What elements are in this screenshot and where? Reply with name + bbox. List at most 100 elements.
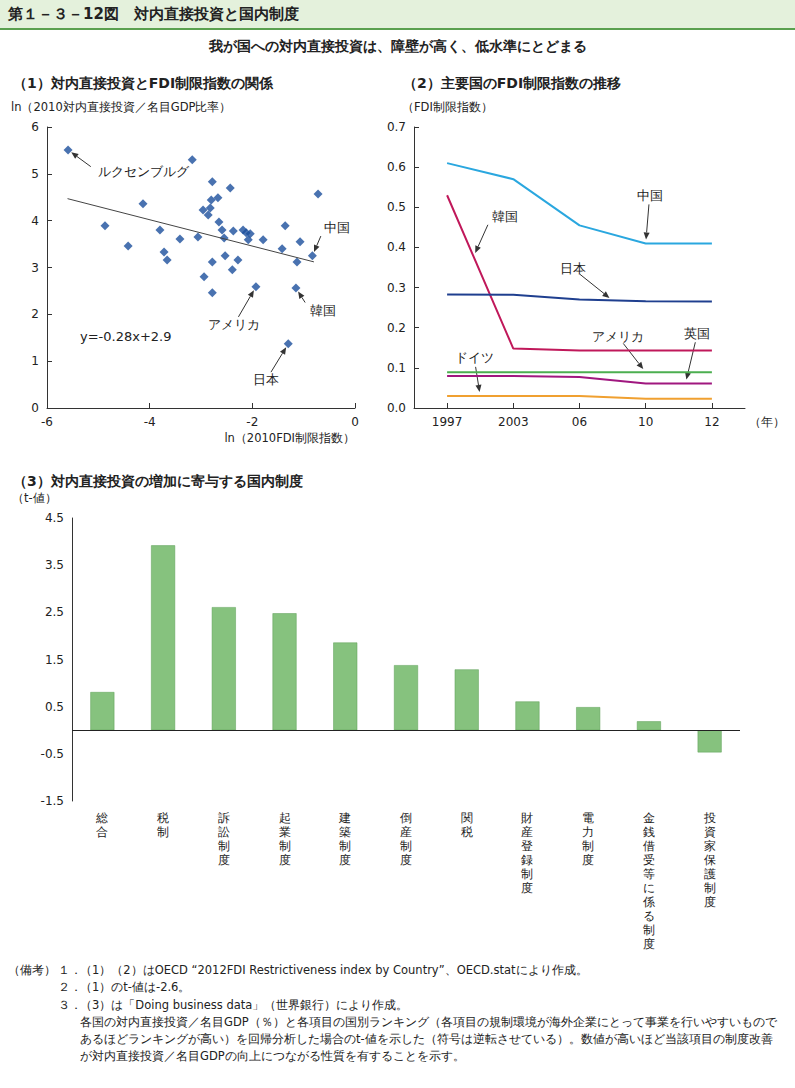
svg-text:-2: -2 (246, 415, 258, 429)
svg-text:ln（2010対内直接投資／名目GDP比率）: ln（2010対内直接投資／名目GDP比率） (11, 100, 231, 114)
svg-text:制: 制 (704, 881, 716, 895)
svg-text:10: 10 (638, 415, 653, 429)
svg-text:2.5: 2.5 (45, 605, 64, 619)
svg-text:関: 関 (461, 811, 473, 825)
svg-text:中国: 中国 (637, 188, 663, 203)
svg-text:度: 度 (582, 853, 594, 867)
svg-text:力: 力 (582, 825, 594, 839)
svg-text:5: 5 (31, 167, 39, 181)
svg-text:韓国: 韓国 (492, 209, 518, 224)
svg-text:2003: 2003 (498, 415, 529, 429)
svg-text:0.3: 0.3 (387, 281, 406, 295)
svg-text:訟: 訟 (218, 825, 230, 839)
svg-text:0.7: 0.7 (387, 120, 406, 134)
svg-text:ln（2010FDI制限指数）: ln（2010FDI制限指数） (224, 431, 355, 445)
svg-text:韓国: 韓国 (310, 303, 336, 318)
svg-text:制: 制 (157, 825, 169, 839)
svg-text:訴: 訴 (218, 811, 230, 825)
svg-text:1997: 1997 (432, 415, 463, 429)
svg-text:1.5: 1.5 (45, 653, 64, 667)
svg-text:制: 制 (643, 923, 655, 937)
svg-text:日本: 日本 (253, 372, 279, 387)
svg-text:アメリカ: アメリカ (592, 329, 644, 344)
svg-text:借: 借 (643, 839, 655, 853)
svg-text:（1）対内直接投資とFDI制限指数の関係: （1）対内直接投資とFDI制限指数の関係 (13, 75, 274, 91)
svg-text:総: 総 (95, 811, 108, 825)
svg-text:3.5: 3.5 (45, 558, 64, 572)
svg-text:中国: 中国 (324, 220, 350, 235)
svg-text:度: 度 (400, 853, 412, 867)
svg-text:度: 度 (521, 881, 533, 895)
svg-text:制: 制 (400, 839, 412, 853)
svg-text:護: 護 (704, 867, 716, 881)
svg-text:登: 登 (521, 839, 533, 853)
svg-text:06: 06 (572, 415, 587, 429)
svg-text:銭: 銭 (643, 825, 655, 839)
svg-text:受: 受 (643, 853, 655, 867)
svg-text:ルクセンブルグ: ルクセンブルグ (98, 164, 190, 179)
svg-text:度: 度 (339, 853, 351, 867)
svg-text:0.5: 0.5 (387, 200, 406, 214)
svg-text:産: 産 (521, 825, 533, 839)
svg-text:（t-値）: （t-値） (12, 491, 57, 505)
svg-text:家: 家 (704, 839, 716, 853)
svg-text:-0.5: -0.5 (41, 747, 64, 761)
svg-text:制: 制 (582, 839, 594, 853)
svg-text:起: 起 (279, 811, 291, 825)
svg-text:投: 投 (703, 811, 716, 825)
svg-text:資: 資 (704, 825, 716, 839)
svg-text:-1.5: -1.5 (41, 794, 64, 808)
svg-text:0.6: 0.6 (387, 160, 406, 174)
svg-text:制: 制 (339, 839, 351, 853)
svg-text:金: 金 (643, 811, 655, 825)
svg-text:築: 築 (339, 825, 351, 839)
svg-text:0.0: 0.0 (387, 401, 406, 415)
svg-text:等: 等 (643, 867, 655, 881)
svg-text:合: 合 (96, 825, 108, 839)
svg-text:0.1: 0.1 (387, 361, 406, 375)
svg-text:度: 度 (218, 853, 230, 867)
svg-text:1: 1 (31, 354, 39, 368)
svg-text:録: 録 (521, 853, 533, 867)
svg-text:0: 0 (351, 415, 359, 429)
svg-text:3: 3 (31, 261, 39, 275)
svg-text:産: 産 (400, 825, 412, 839)
svg-text:係: 係 (642, 895, 655, 909)
svg-text:税: 税 (157, 811, 169, 825)
svg-text:度: 度 (279, 853, 291, 867)
svg-text:6: 6 (31, 120, 39, 134)
svg-text:に: に (643, 881, 655, 895)
svg-text:2: 2 (31, 307, 39, 321)
svg-text:倒: 倒 (400, 811, 412, 825)
svg-text:y=-0.28x+2.9: y=-0.28x+2.9 (80, 329, 171, 344)
svg-text:ドイツ: ドイツ (455, 350, 494, 365)
svg-text:4: 4 (31, 214, 39, 228)
svg-text:度: 度 (704, 895, 716, 909)
svg-text:（年）: （年） (749, 415, 785, 429)
svg-text:制: 制 (521, 867, 533, 881)
svg-text:0.5: 0.5 (45, 700, 64, 714)
svg-text:業: 業 (279, 825, 291, 839)
svg-text:る: る (643, 909, 655, 923)
svg-text:（2）主要国のFDI制限指数の推移: （2）主要国のFDI制限指数の推移 (403, 75, 621, 91)
svg-text:0.4: 0.4 (387, 240, 406, 254)
svg-text:制: 制 (279, 839, 291, 853)
svg-text:税: 税 (461, 825, 473, 839)
svg-text:0: 0 (31, 401, 39, 415)
svg-text:英国: 英国 (684, 326, 710, 341)
svg-text:（FDI制限指数）: （FDI制限指数） (402, 100, 493, 114)
svg-text:度: 度 (643, 937, 655, 951)
svg-text:-6: -6 (41, 415, 53, 429)
svg-text:日本: 日本 (560, 261, 586, 276)
svg-text:電: 電 (582, 811, 594, 825)
svg-text:0.2: 0.2 (387, 321, 406, 335)
svg-text:建: 建 (338, 811, 351, 825)
svg-text:アメリカ: アメリカ (208, 317, 260, 332)
svg-text:4.5: 4.5 (45, 511, 64, 525)
svg-text:財: 財 (521, 811, 533, 825)
svg-text:制: 制 (218, 839, 230, 853)
svg-text:（3）対内直接投資の増加に寄与する国内制度: （3）対内直接投資の増加に寄与する国内制度 (13, 473, 303, 489)
svg-text:-4: -4 (144, 415, 156, 429)
svg-text:保: 保 (704, 853, 716, 867)
svg-text:12: 12 (704, 415, 719, 429)
